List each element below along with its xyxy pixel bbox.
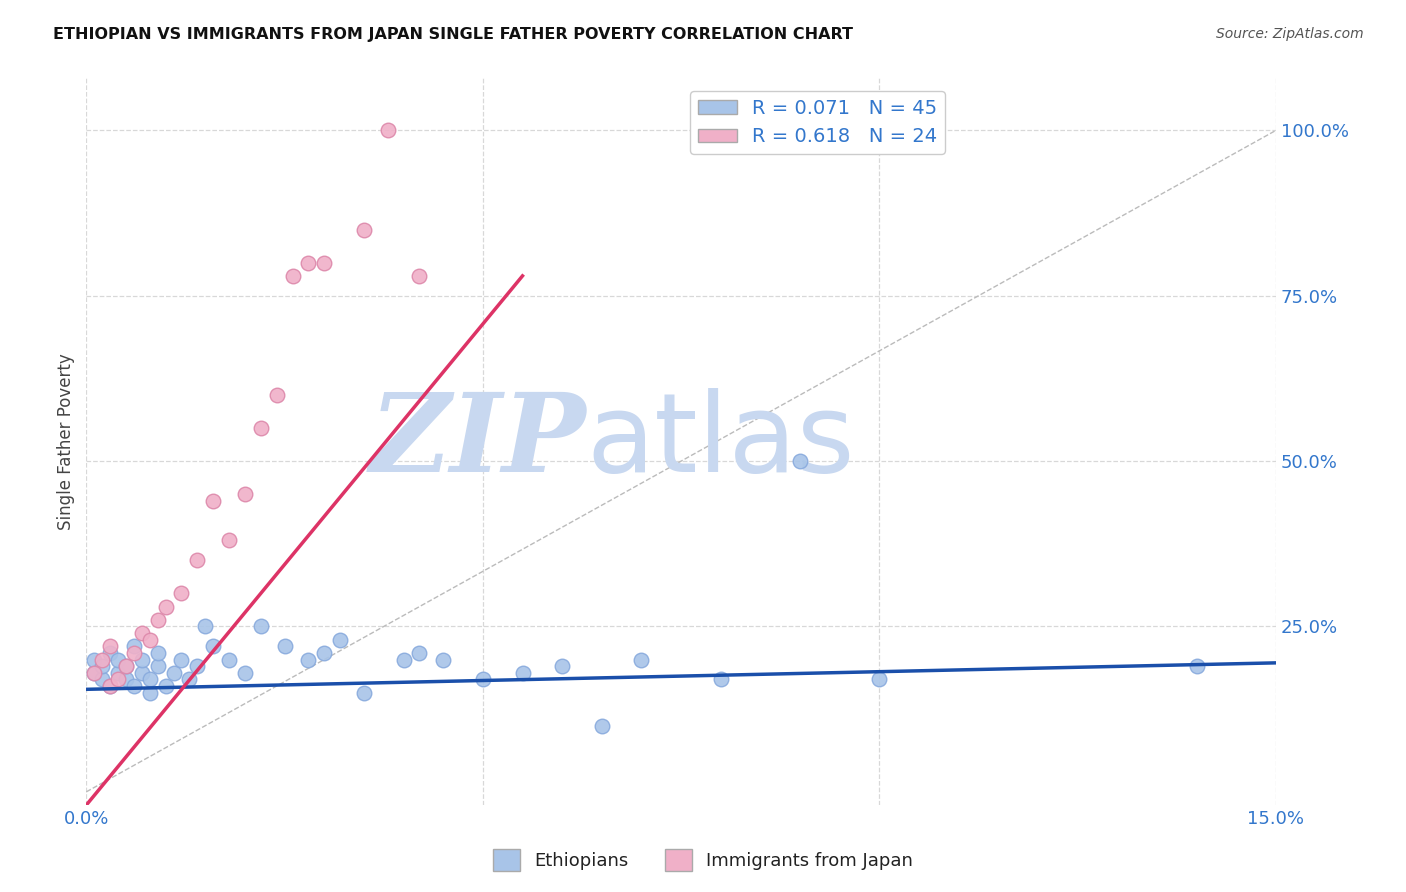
Point: [233, 487, 256, 501]
Point: [162, 665, 184, 680]
Point: [353, 685, 375, 699]
Point: [314, 255, 336, 269]
Y-axis label: Single Father Poverty: Single Father Poverty: [58, 353, 75, 530]
Legend: Ethiopians, Immigrants from Japan: Ethiopians, Immigrants from Japan: [485, 842, 921, 879]
Point: [91, 652, 114, 666]
Point: [83, 665, 105, 680]
Point: [194, 619, 217, 633]
Point: [179, 673, 201, 687]
Point: [432, 652, 454, 666]
Point: [297, 652, 319, 666]
Point: [91, 673, 114, 687]
Point: [115, 673, 138, 687]
Point: [139, 685, 162, 699]
Point: [139, 632, 162, 647]
Point: [98, 679, 121, 693]
Point: [83, 665, 105, 680]
Point: [392, 652, 415, 666]
Point: [789, 454, 811, 468]
Point: [630, 652, 652, 666]
Point: [551, 659, 574, 673]
Point: [131, 626, 153, 640]
Point: [218, 652, 240, 666]
Point: [218, 533, 240, 548]
Point: [107, 673, 129, 687]
Point: [353, 222, 375, 236]
Point: [131, 665, 153, 680]
Point: [115, 659, 138, 673]
Point: [83, 652, 105, 666]
Point: [329, 632, 352, 647]
Point: [155, 599, 177, 614]
Text: Source: ZipAtlas.com: Source: ZipAtlas.com: [1216, 27, 1364, 41]
Point: [107, 652, 129, 666]
Point: [408, 268, 430, 283]
Point: [139, 673, 162, 687]
Point: [146, 613, 169, 627]
Point: [98, 646, 121, 660]
Point: [155, 679, 177, 693]
Point: [186, 659, 208, 673]
Point: [297, 255, 319, 269]
Point: [512, 665, 534, 680]
Point: [122, 679, 145, 693]
Point: [122, 646, 145, 660]
Point: [408, 646, 430, 660]
Text: atlas: atlas: [586, 388, 855, 495]
Point: [202, 640, 225, 654]
Legend: R = 0.071   N = 45, R = 0.618   N = 24: R = 0.071 N = 45, R = 0.618 N = 24: [690, 91, 945, 154]
Point: [170, 586, 193, 600]
Point: [233, 665, 256, 680]
Point: [146, 646, 169, 660]
Point: [377, 123, 399, 137]
Point: [115, 659, 138, 673]
Point: [146, 659, 169, 673]
Point: [186, 553, 208, 567]
Point: [1185, 659, 1208, 673]
Point: [868, 673, 890, 687]
Point: [314, 646, 336, 660]
Point: [281, 268, 304, 283]
Point: [249, 619, 271, 633]
Point: [98, 640, 121, 654]
Point: [202, 493, 225, 508]
Point: [131, 652, 153, 666]
Point: [98, 679, 121, 693]
Point: [170, 652, 193, 666]
Point: [591, 719, 613, 733]
Text: ETHIOPIAN VS IMMIGRANTS FROM JAPAN SINGLE FATHER POVERTY CORRELATION CHART: ETHIOPIAN VS IMMIGRANTS FROM JAPAN SINGL…: [53, 27, 853, 42]
Point: [91, 659, 114, 673]
Point: [710, 673, 733, 687]
Point: [471, 673, 494, 687]
Point: [107, 665, 129, 680]
Text: ZIP: ZIP: [370, 387, 586, 495]
Point: [273, 640, 295, 654]
Point: [266, 388, 288, 402]
Point: [122, 640, 145, 654]
Point: [249, 421, 271, 435]
